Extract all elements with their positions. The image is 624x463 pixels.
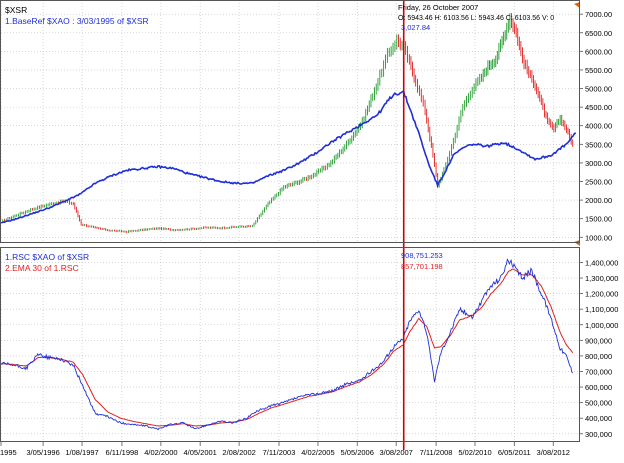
bottom-panel-frame	[0, 247, 580, 442]
top-ytick-label-3: 2500.00	[585, 178, 612, 187]
xtick-label-7: 7/11/2003	[263, 448, 296, 457]
top-ytick-label-8: 5000.00	[585, 85, 612, 94]
cursor-baseref-value: 3,027.84	[401, 23, 430, 32]
xtick-label-1: 3/05/1996	[26, 448, 59, 457]
xtick-label-10: 3/08/2007	[379, 448, 412, 457]
top-ytick-label-2: 2000.00	[585, 196, 612, 205]
top-ytick-label-11: 6500.00	[585, 29, 612, 38]
cursor-rsc-value: 908,751.253	[401, 251, 443, 260]
rsc-line	[0, 258, 574, 431]
xsr-candles	[2, 13, 574, 234]
top-ytick-label-6: 4000.00	[585, 122, 612, 131]
top-ytick-label-4: 3000.00	[585, 159, 612, 168]
bottom-ytick-label-8: 1,100,000	[585, 305, 618, 314]
xtick-label-13: 6/05/2011	[498, 448, 531, 457]
bottom-ytick-label-11: 1,400,000	[585, 258, 618, 267]
bottom-ytick-label-7: 1,000,000	[585, 321, 618, 330]
xtick-label-8: 4/02/2005	[301, 448, 334, 457]
xtick-label-14: 3/08/2012	[537, 448, 570, 457]
bottom-ytick-label-6: 900,000	[585, 336, 612, 345]
bottom-ytick-label-0: 300,000	[585, 430, 612, 439]
top-ytick-label-12: 7000.00	[585, 10, 612, 19]
cursor-ema-value: 857,701.198	[401, 262, 443, 271]
top-ytick-label-9: 5500.00	[585, 66, 612, 75]
xtick-label-9: 5/05/2006	[341, 448, 374, 457]
xtick-label-2: 1/08/1997	[65, 448, 98, 457]
cursor-ohlc-label: O: 5943.46 H: 6103.56 L: 5943.46 C: 6103…	[398, 15, 554, 22]
top-legend-baseref: 1.BaseRef $XAO : 3/03/1995 of $XSR	[5, 16, 149, 26]
ema-line	[0, 268, 574, 427]
top-ytick-label-10: 6000.00	[585, 47, 612, 56]
xtick-label-11: 7/11/2008	[420, 448, 453, 457]
series-layer	[0, 0, 580, 450]
bottom-legend-ema: 2.EMA 30 of 1.RSC	[5, 263, 79, 273]
top-ytick-label-0: 1000.00	[585, 233, 612, 242]
top-panel-frame	[0, 0, 580, 243]
xtick-label-12: 5/02/2010	[458, 448, 491, 457]
top-ytick-label-7: 4500.00	[585, 103, 612, 112]
bottom-ytick-label-4: 700,000	[585, 367, 612, 376]
baseref-line	[0, 89, 577, 224]
grid-layer	[0, 3, 579, 440]
top-ytick-label-5: 3500.00	[585, 140, 612, 149]
axis-layer: 1000.00 1500.00 2000.00 2500.00 3000.00 3500.…	[0, 10, 618, 457]
bottom-ytick-label-5: 800,000	[585, 352, 612, 361]
cursor-date-label: Friday, 26 October 2007	[398, 3, 478, 12]
xtick-label-6: 2/08/2002	[222, 448, 255, 457]
bottom-ytick-label-2: 500,000	[585, 399, 612, 408]
bottom-legend-rsc: 1.RSC $XAO of $XSR	[5, 252, 89, 262]
top-marker-icon	[574, 2, 580, 8]
xtick-label-5: 4/05/2001	[183, 448, 216, 457]
top-ytick-label-1: 1500.00	[585, 215, 612, 224]
chart-title: $XSR	[5, 5, 27, 15]
bottom-ytick-label-9: 1,200,000	[585, 290, 618, 299]
bottom-ytick-label-3: 600,000	[585, 383, 612, 392]
xtick-label-4: 4/02/2000	[144, 448, 177, 457]
bottom-ytick-label-10: 1,300,000	[585, 274, 618, 283]
bottom-ytick-label-1: 400,000	[585, 414, 612, 423]
xtick-label-0: 1995	[0, 448, 17, 457]
xtick-label-3: 6/11/1998	[106, 448, 139, 457]
